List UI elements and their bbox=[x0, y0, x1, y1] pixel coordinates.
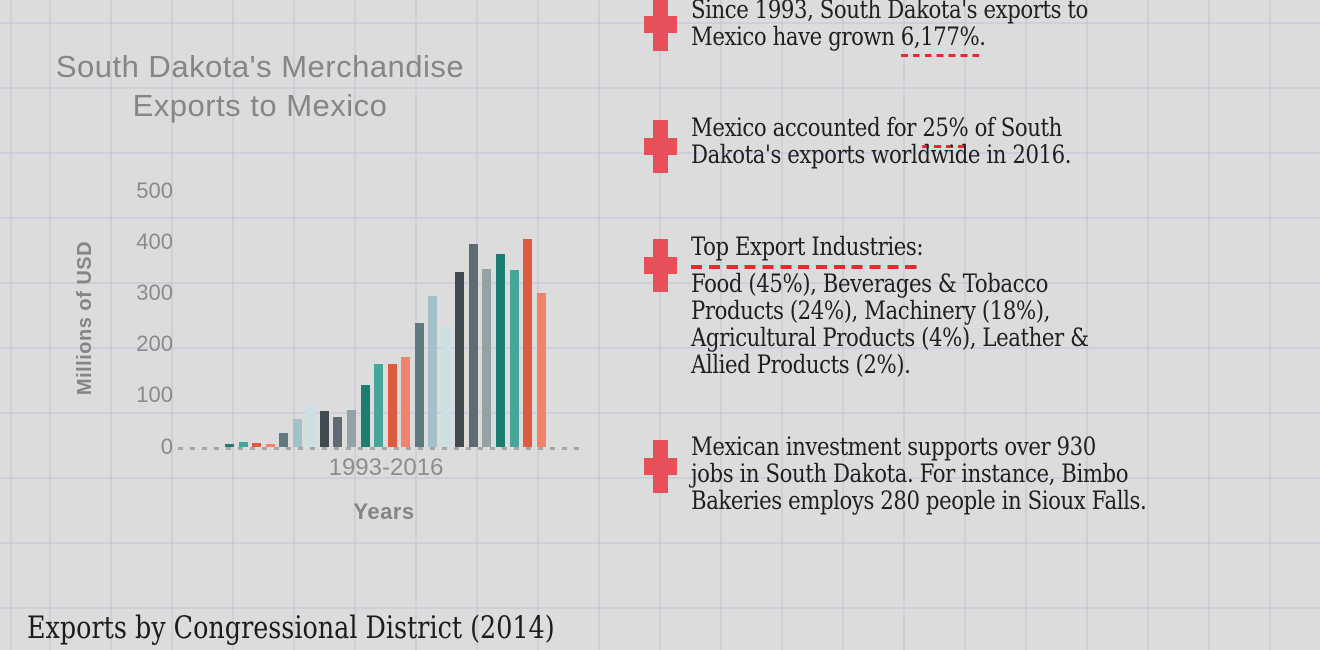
fact-line: Top Export Industries: bbox=[691, 232, 1252, 269]
bar-2002 bbox=[346, 410, 356, 447]
y-tick-label: 0 bbox=[160, 433, 173, 459]
x-axis-label: Years bbox=[353, 499, 415, 524]
fact-text-segment: Mexican investment supports over 930 bbox=[691, 432, 1096, 461]
fact-line: Products (24%), Machinery (18%), bbox=[691, 297, 1252, 324]
fact-text-segment: Products (24%), Machinery (18%), bbox=[691, 296, 1050, 325]
bar-2000 bbox=[319, 411, 329, 447]
fact-text-segment: . bbox=[979, 22, 986, 51]
fact-text-segment: Mexico have grown bbox=[691, 22, 901, 51]
bar-2007 bbox=[414, 322, 424, 447]
fact-line: Dakota's exports worldwide in 2016. bbox=[691, 141, 1252, 168]
bar-1998 bbox=[292, 418, 302, 447]
fact-line: Bakeries employs 280 people in Sioux Fal… bbox=[691, 487, 1252, 514]
fact-text-segment: jobs in South Dakota. For instance, Bimb… bbox=[691, 459, 1129, 488]
bar-2008 bbox=[428, 295, 438, 447]
fact-text-segment: Mexico accounted for bbox=[691, 113, 923, 142]
underlined-text: 6,177% bbox=[900, 22, 980, 57]
fact-text-segment: Food (45%), Beverages & Tobacco bbox=[691, 269, 1048, 298]
bar-1997 bbox=[279, 432, 289, 447]
fact-line: Food (45%), Beverages & Tobacco bbox=[691, 270, 1252, 297]
fact-line: Mexico have grown 6,177%. bbox=[691, 22, 1252, 57]
bar-2004 bbox=[374, 364, 384, 447]
y-tick-label: 400 bbox=[136, 228, 173, 254]
plus-icon bbox=[644, 120, 677, 173]
plus-icon bbox=[644, 0, 677, 51]
bar-2001 bbox=[333, 417, 343, 447]
x-axis-dashed-line bbox=[178, 447, 586, 450]
fact-line: Since 1993, South Dakota's exports to bbox=[691, 0, 1252, 23]
bar-2005 bbox=[387, 363, 397, 447]
y-tick-label: 300 bbox=[136, 279, 173, 305]
plus-icon bbox=[644, 239, 677, 292]
underlined-text: Top Export Industries: bbox=[691, 232, 924, 269]
fact-text-segment: Allied Products (2%). bbox=[691, 350, 911, 379]
fact-item-1: Since 1993, South Dakota's exports to Mex… bbox=[691, 0, 1252, 57]
fact-text-segment: of South bbox=[968, 113, 1063, 142]
fact-item-3: Top Export Industries: Food (45%), Bevera… bbox=[691, 232, 1252, 378]
fact-line: Agricultural Products (4%), Leather & bbox=[691, 324, 1252, 351]
bar-1994 bbox=[238, 442, 248, 447]
fact-line: Mexico accounted for 25% of South bbox=[691, 113, 1252, 148]
plus-icon bbox=[644, 440, 677, 493]
y-tick-label: 200 bbox=[136, 331, 173, 357]
bar-2015 bbox=[523, 239, 533, 447]
y-axis-label: Millions of USD bbox=[74, 240, 96, 396]
bar-1993 bbox=[225, 444, 234, 447]
bar-2012 bbox=[482, 268, 492, 447]
bar-2009 bbox=[441, 326, 451, 447]
bar-1999 bbox=[306, 403, 316, 447]
y-axis-ticks: 500 400 300 200 100 0 bbox=[100, 0, 173, 650]
underlined-text: 25% bbox=[922, 113, 969, 148]
fact-item-2: Mexico accounted for 25% of South Dakota'… bbox=[691, 113, 1252, 168]
bar-2006 bbox=[401, 356, 411, 447]
fact-text-segment: Dakota's exports worldwide in 2016. bbox=[691, 140, 1072, 169]
x-axis-range-caption: 1993-2016 bbox=[328, 454, 444, 481]
fact-text-segment: Agricultural Products (4%), Leather & bbox=[691, 323, 1089, 352]
bar-2014 bbox=[509, 269, 519, 447]
chart-title-line1: South Dakota's Merchandise bbox=[55, 49, 465, 84]
section-title: Exports by Congressional District (2014) bbox=[27, 610, 555, 646]
bar-2011 bbox=[468, 243, 478, 447]
fact-line: Mexican investment supports over 930 bbox=[691, 433, 1252, 460]
y-tick-label: 500 bbox=[136, 177, 173, 203]
bar-1996 bbox=[265, 443, 275, 447]
bar-2016 bbox=[536, 292, 546, 447]
fact-item-4: Mexican investment supports over 930 jobs… bbox=[691, 433, 1252, 514]
chart-title: South Dakota's Merchandise Exports to Me… bbox=[40, 47, 480, 125]
bar-2013 bbox=[496, 254, 505, 447]
bar-2003 bbox=[360, 384, 370, 447]
fact-text-segment: Bakeries employs 280 people in Sioux Fal… bbox=[691, 486, 1147, 515]
chart-title-line2: Exports to Mexico bbox=[132, 88, 388, 123]
bar-2010 bbox=[455, 271, 465, 447]
y-tick-label: 100 bbox=[136, 382, 173, 408]
fact-line: Allied Products (2%). bbox=[691, 351, 1252, 378]
fact-text-segment: Since 1993, South Dakota's exports to bbox=[691, 0, 1088, 24]
bar-1995 bbox=[252, 442, 262, 447]
fact-line: jobs in South Dakota. For instance, Bimb… bbox=[691, 460, 1252, 487]
